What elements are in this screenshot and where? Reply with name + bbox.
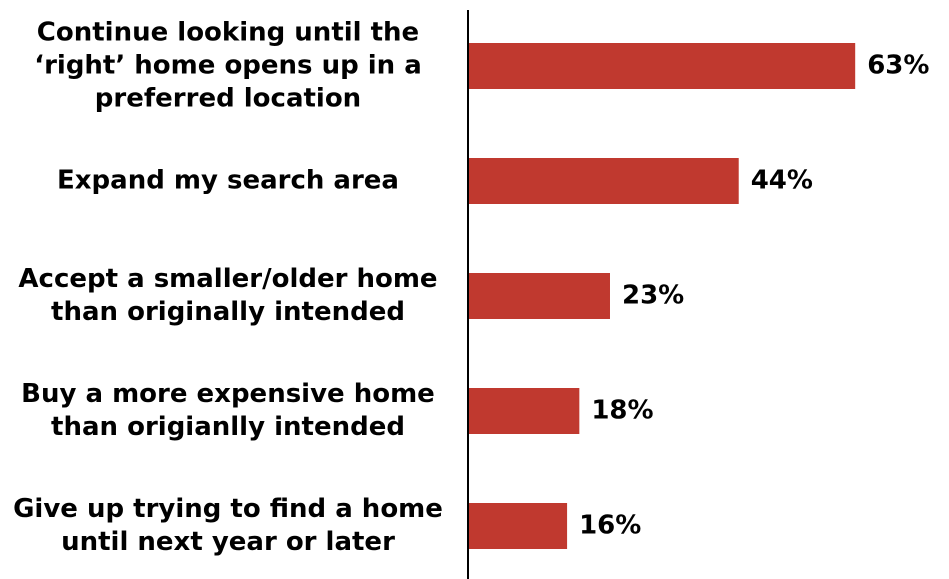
category-label: Buy a more expensive home than origianll… xyxy=(21,379,435,442)
value-label: 63% xyxy=(867,50,930,81)
bar xyxy=(469,503,568,549)
category-label: Continue looking until the ‘right’ home … xyxy=(34,17,422,114)
value-label: 44% xyxy=(750,165,813,196)
bar xyxy=(469,158,739,204)
bar xyxy=(469,273,610,319)
category-label: Give up trying to find a home until next… xyxy=(13,494,443,557)
category-label: Accept a smaller/older home than origina… xyxy=(18,264,438,327)
value-label: 16% xyxy=(579,510,642,541)
bar xyxy=(469,388,580,434)
category-label: Expand my search area xyxy=(57,165,399,196)
value-label: 23% xyxy=(621,280,685,311)
bar xyxy=(469,43,856,89)
value-label: 18% xyxy=(591,395,654,426)
